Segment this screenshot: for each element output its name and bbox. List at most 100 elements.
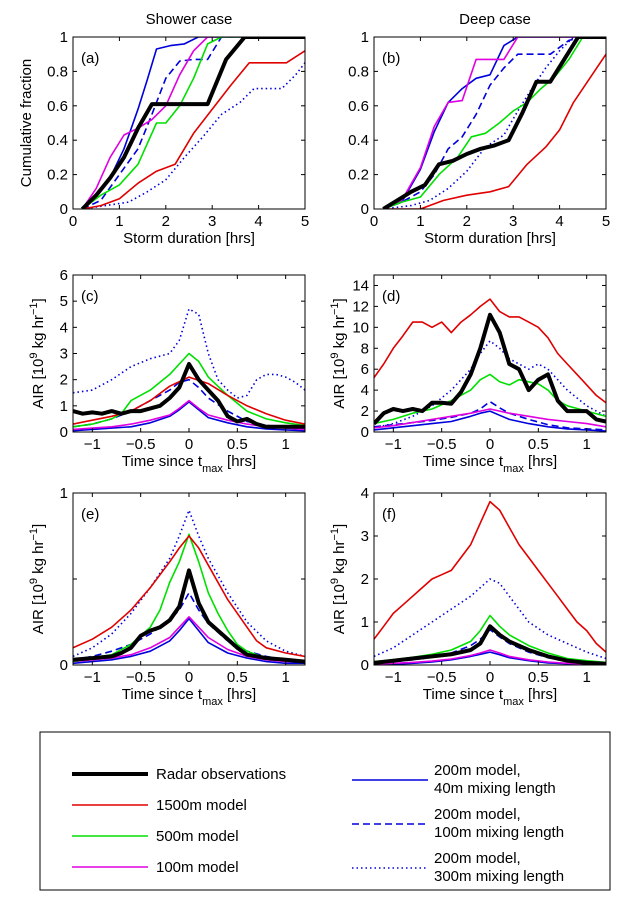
y-tick-label: 0.6 bbox=[348, 98, 369, 115]
series-line-1500m-model bbox=[82, 50, 305, 209]
panel-label: (b) bbox=[382, 50, 400, 67]
y-tick-label: 0 bbox=[60, 657, 68, 674]
series-line-100m-model bbox=[374, 649, 606, 665]
x-tick-label: −0.5 bbox=[126, 436, 156, 453]
legend-label: 500m model bbox=[156, 828, 239, 845]
x-tick-label: 4 bbox=[555, 213, 563, 230]
panel-e: −1 −0.5 0 0.5 1 0 1 (e) Time since tmax [hrs] AIR… bbox=[28, 485, 306, 708]
x-tick-label: 3 bbox=[509, 213, 517, 230]
series-line-200m-model-300m-mixing-length bbox=[73, 509, 305, 658]
plot-area bbox=[73, 37, 305, 209]
y-tick-label: 10 bbox=[352, 319, 369, 336]
y-tick-label: 12 bbox=[352, 298, 369, 315]
y-tick-label: 2 bbox=[361, 403, 369, 420]
panel-c: −1 −0.5 0 0.5 1 0 1 2 3 4 5 6 (c) Time since tmax [hr… bbox=[28, 267, 306, 475]
x-tick-label: 0 bbox=[69, 213, 77, 230]
series-group bbox=[73, 509, 305, 665]
x-tick-label: 3 bbox=[208, 213, 216, 230]
x-axis-label: Storm duration [hrs] bbox=[123, 230, 255, 247]
series-line-radar-observations bbox=[374, 312, 606, 425]
y-tick-label: 4 bbox=[361, 382, 369, 399]
x-tick-label: −1 bbox=[385, 436, 402, 453]
y-tick-label: 0 bbox=[361, 657, 369, 674]
panel-label: (d) bbox=[382, 288, 400, 305]
series-line-1500m-model bbox=[383, 53, 606, 209]
series-line-200m-model-100m-mixing-length bbox=[73, 591, 305, 663]
y-tick-label: 1 bbox=[361, 29, 369, 46]
y-axis-label: Cumulative fraction bbox=[18, 59, 35, 187]
x-tick-label: 5 bbox=[301, 213, 309, 230]
series-line-radar-observations bbox=[73, 362, 305, 429]
x-tick-label: 1 bbox=[416, 213, 424, 230]
x-tick-label: 0 bbox=[486, 669, 494, 686]
plot-area bbox=[374, 37, 606, 209]
series-line-200m-model-300m-mixing-length bbox=[383, 37, 606, 209]
x-tick-label: 2 bbox=[162, 213, 170, 230]
y-tick-label: 0 bbox=[361, 424, 369, 441]
x-tick-label: 1 bbox=[582, 669, 590, 686]
x-tick-label: 1 bbox=[281, 669, 289, 686]
x-tick-label: −1 bbox=[385, 669, 402, 686]
series-line-200m-model-40m-mixing-length bbox=[383, 37, 606, 209]
series-line-1500m-model bbox=[374, 500, 606, 653]
series-line-200m-model-40m-mixing-length bbox=[73, 617, 305, 665]
series-line-1500m-model bbox=[73, 535, 305, 658]
series-line-200m-model-300m-mixing-length bbox=[73, 308, 305, 399]
y-tick-label: 0 bbox=[361, 201, 369, 218]
series-group bbox=[382, 37, 606, 209]
panel-label: (e) bbox=[81, 506, 99, 523]
y-tick-label: 0 bbox=[60, 424, 68, 441]
x-tick-label: −0.5 bbox=[126, 669, 156, 686]
series-line-500m-model bbox=[73, 533, 305, 663]
y-tick-label: 0.8 bbox=[47, 63, 68, 80]
series-group bbox=[374, 298, 606, 432]
y-tick-label: 5 bbox=[60, 293, 68, 310]
panel-label: (a) bbox=[81, 50, 99, 67]
y-tick-label: 14 bbox=[352, 277, 369, 294]
x-tick-label: −1 bbox=[84, 436, 101, 453]
series-line-200m-model-300m-mixing-length bbox=[374, 340, 606, 429]
legend-label: 200m model, 40m mixing length bbox=[434, 762, 556, 797]
x-tick-label: 5 bbox=[602, 213, 610, 230]
x-tick-label: 0 bbox=[185, 669, 193, 686]
series-line-500m-model bbox=[383, 37, 606, 209]
series-line-200m-model-300m-mixing-length bbox=[82, 62, 305, 209]
panel-a: 0 1 2 3 4 5 0 0.2 0.4 0.6 0.8 1 (a) Storm duration [h… bbox=[18, 29, 309, 247]
series-line-200m-model-40m-mixing-length bbox=[374, 410, 606, 432]
x-tick-label: 1 bbox=[115, 213, 123, 230]
column-title-shower: Shower case bbox=[146, 11, 233, 28]
panel-b: 0 1 2 3 4 5 0 0.2 0.4 0.6 0.8 1 (b) Storm duration [h… bbox=[348, 29, 610, 247]
series-group bbox=[374, 500, 606, 665]
series-line-radar-observations bbox=[73, 568, 305, 664]
series-line-radar-observations bbox=[80, 37, 305, 209]
plot-area bbox=[73, 493, 305, 665]
x-tick-label: 1 bbox=[281, 436, 289, 453]
y-tick-label: 1 bbox=[60, 398, 68, 415]
y-axis-label: AIR [109 kg hr−1] bbox=[329, 298, 348, 408]
x-axis-label: Time since tmax [hrs] bbox=[423, 453, 557, 475]
y-tick-label: 6 bbox=[361, 361, 369, 378]
x-tick-label: −1 bbox=[84, 669, 101, 686]
y-tick-label: 4 bbox=[60, 319, 68, 336]
x-tick-label: 2 bbox=[463, 213, 471, 230]
x-axis-label: Time since tmax [hrs] bbox=[122, 453, 256, 475]
x-tick-label: 0.5 bbox=[227, 436, 248, 453]
x-axis-label: Storm duration [hrs] bbox=[424, 230, 556, 247]
series-line-radar-observations bbox=[374, 624, 606, 665]
legend: Radar observations 1500m model 500m model 1… bbox=[39, 731, 611, 891]
x-tick-label: 0 bbox=[185, 436, 193, 453]
legend-label: 200m model, 100m mixing length bbox=[434, 806, 564, 841]
y-tick-label: 0 bbox=[60, 201, 68, 218]
series-line-radar-observations bbox=[382, 37, 606, 209]
x-axis-label: Time since tmax [hrs] bbox=[122, 686, 256, 708]
series-line-200m-model-300m-mixing-length bbox=[374, 578, 606, 660]
legend-box bbox=[39, 731, 611, 891]
x-tick-label: 0 bbox=[486, 436, 494, 453]
column-title-deep: Deep case bbox=[459, 11, 531, 28]
y-tick-label: 1 bbox=[60, 485, 68, 502]
y-tick-label: 6 bbox=[60, 267, 68, 284]
y-tick-label: 1 bbox=[60, 29, 68, 46]
x-tick-label: 0.5 bbox=[528, 669, 549, 686]
